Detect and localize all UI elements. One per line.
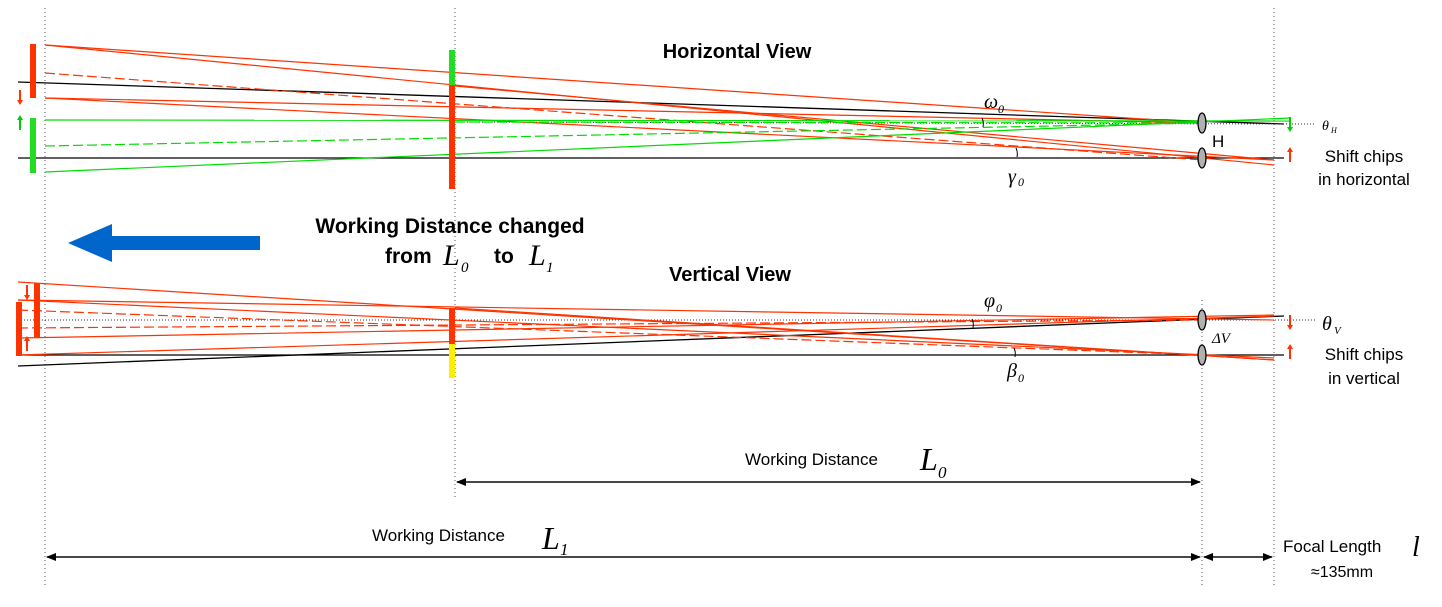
theta-v-label: θ — [1322, 313, 1332, 335]
wd-l0-text: Working Distance — [745, 450, 878, 469]
change-note-to: to — [494, 245, 514, 268]
delta-v-label: ΔV — [1211, 331, 1232, 347]
h-near-red-chip-bottom — [449, 122, 455, 189]
horizontal-view-title: Horizontal View — [663, 41, 812, 63]
change-note-l0-sub: 0 — [461, 260, 469, 276]
wd-l0-symbol: L — [919, 441, 938, 477]
shift-h-line1: Shift chips — [1325, 147, 1403, 166]
wd-l1-sub: 1 — [560, 540, 569, 559]
change-note-l1-sub: 1 — [546, 260, 554, 276]
gamma-sub: 0 — [1018, 175, 1024, 189]
h-lens-label: H — [1212, 132, 1224, 151]
h-far-green-chip — [30, 118, 36, 173]
dimension-lines — [46, 478, 1273, 561]
v-shift-arrows — [1287, 315, 1293, 359]
shift-h-line2: in horizontal — [1318, 170, 1410, 189]
h-near-red-chip-top — [449, 85, 455, 122]
focal-value: ≈135mm — [1311, 564, 1373, 581]
theta-h-sub: H — [1330, 126, 1338, 135]
theta-h-label: θ — [1322, 119, 1329, 134]
h-far-arrows — [17, 90, 23, 130]
vertical-view-title: Vertical View — [669, 264, 791, 286]
v-lower-axis — [17, 315, 1285, 367]
v-near-red-chip — [449, 308, 455, 344]
v-far-red-chip-outer — [16, 302, 22, 356]
change-note-l0: L — [442, 239, 460, 272]
h-lens-lower — [1197, 147, 1207, 169]
shift-v-line1: Shift chips — [1325, 345, 1403, 364]
h-lens-upper — [1197, 112, 1207, 134]
omega-sub: 0 — [998, 102, 1004, 116]
reference-lines — [44, 8, 1275, 585]
v-far-arrows — [24, 285, 30, 351]
beta-sub: 0 — [1018, 371, 1024, 385]
vertical-view — [16, 281, 1315, 378]
h-shift-arrows — [1287, 117, 1293, 162]
change-note-l1: L — [528, 239, 546, 272]
focal-symbol: l — [1412, 532, 1420, 563]
omega-label: ω — [984, 91, 998, 113]
shift-v-line2: in vertical — [1328, 369, 1400, 388]
wd-l1-symbol: L — [541, 520, 560, 556]
beta-arc — [1013, 347, 1016, 358]
h-green-rays — [44, 117, 1291, 173]
v-red-rays — [17, 281, 1275, 361]
change-note-line1: Working Distance changed — [315, 215, 584, 238]
gamma-arc — [1015, 147, 1018, 158]
h-upper-axis — [17, 81, 1285, 125]
phi-label: φ — [984, 290, 995, 312]
omega-arc — [981, 117, 984, 128]
beta-label: β — [1006, 360, 1017, 382]
wd-l1-text: Working Distance — [372, 526, 505, 545]
direction-arrow — [68, 224, 260, 262]
v-far-red-chip-inner — [34, 283, 40, 337]
phi-sub: 0 — [996, 301, 1002, 315]
theta-v-sub: V — [1334, 325, 1342, 337]
wd-l0-sub: 0 — [938, 463, 947, 482]
change-note-from: from — [385, 245, 432, 268]
horizontal-view — [17, 44, 1316, 189]
v-lens-lower — [1197, 344, 1207, 366]
phi-arc — [971, 318, 974, 329]
h-far-red-chip — [30, 44, 36, 98]
gamma-label: γ — [1008, 166, 1017, 188]
h-red-rays — [44, 44, 1275, 166]
v-lens-upper — [1197, 309, 1207, 331]
v-near-yellow-chip — [449, 344, 455, 378]
focal-text: Focal Length — [1283, 537, 1381, 556]
